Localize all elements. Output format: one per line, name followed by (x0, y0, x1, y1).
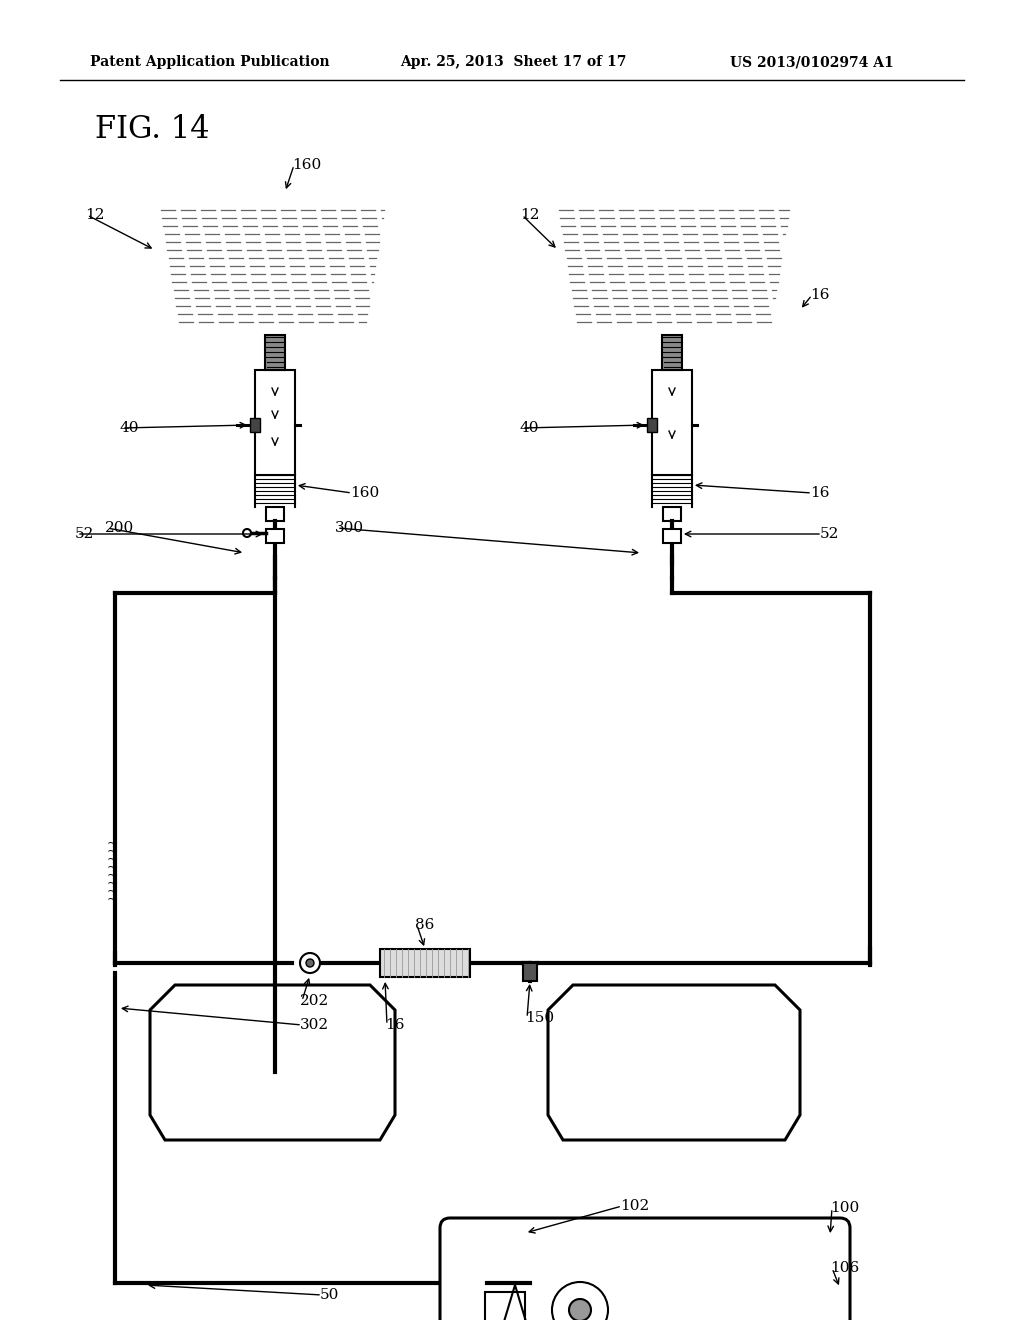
Bar (380, 949, 470, 977)
FancyBboxPatch shape (440, 1218, 850, 1320)
Bar (663, 507, 681, 521)
Circle shape (306, 960, 314, 968)
Text: 12: 12 (520, 209, 540, 222)
Text: ~: ~ (106, 861, 118, 874)
Text: 300: 300 (335, 521, 365, 535)
Polygon shape (548, 985, 800, 1140)
Text: 160: 160 (350, 486, 379, 500)
Circle shape (552, 1282, 608, 1320)
Bar (523, 964, 537, 981)
Text: US 2013/0102974 A1: US 2013/0102974 A1 (730, 55, 894, 69)
Bar (266, 529, 284, 543)
Text: 40: 40 (520, 421, 540, 436)
Text: 52: 52 (75, 527, 94, 541)
Text: 12: 12 (85, 209, 104, 222)
Text: 200: 200 (105, 521, 134, 535)
Text: ~: ~ (106, 876, 118, 890)
Text: ~: ~ (106, 837, 118, 850)
Circle shape (300, 953, 319, 973)
Text: ~: ~ (106, 853, 118, 866)
Text: 160: 160 (292, 158, 322, 172)
Text: 52: 52 (820, 527, 840, 541)
Text: 100: 100 (830, 1201, 859, 1214)
Bar (485, 1292, 525, 1320)
Text: 40: 40 (120, 421, 139, 436)
Text: 202: 202 (300, 994, 330, 1008)
Text: 150: 150 (525, 1011, 554, 1026)
Bar (662, 335, 682, 370)
Bar (255, 370, 295, 475)
Bar (652, 370, 692, 475)
Text: Apr. 25, 2013  Sheet 17 of 17: Apr. 25, 2013 Sheet 17 of 17 (400, 55, 627, 69)
Bar (647, 418, 657, 432)
Text: ~: ~ (106, 894, 118, 906)
Polygon shape (150, 985, 395, 1140)
Text: ~: ~ (106, 845, 118, 858)
Text: 16: 16 (385, 1018, 404, 1032)
Text: Patent Application Publication: Patent Application Publication (90, 55, 330, 69)
Bar (265, 335, 285, 370)
Text: 102: 102 (620, 1199, 649, 1213)
Circle shape (569, 1299, 591, 1320)
Bar (663, 529, 681, 543)
Text: 50: 50 (319, 1288, 339, 1302)
Text: FIG. 14: FIG. 14 (95, 115, 210, 145)
Circle shape (243, 529, 251, 537)
Text: ~: ~ (106, 869, 118, 882)
Text: 106: 106 (830, 1261, 859, 1275)
Text: 302: 302 (300, 1018, 329, 1032)
Text: 86: 86 (415, 917, 434, 932)
Bar (250, 418, 260, 432)
Text: ~: ~ (106, 884, 118, 898)
Text: 16: 16 (810, 288, 829, 302)
Text: 16: 16 (810, 486, 829, 500)
Bar (266, 507, 284, 521)
